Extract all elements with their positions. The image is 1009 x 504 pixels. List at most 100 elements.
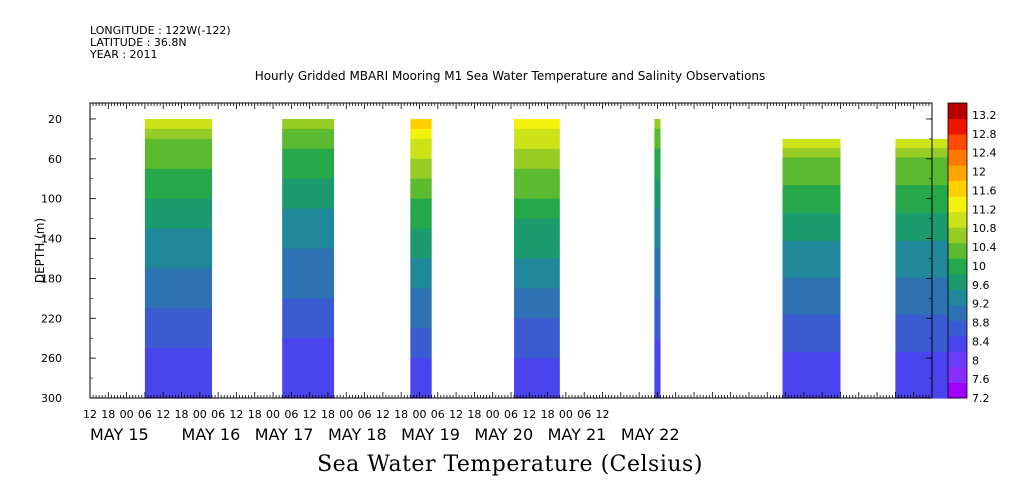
temperature-cell: [782, 157, 841, 168]
temperature-cell: [514, 348, 560, 359]
temperature-cell: [410, 188, 432, 200]
temperature-cell: [144, 178, 213, 190]
temperature-cell: [895, 305, 957, 316]
temperature-cell: [410, 238, 432, 250]
temperature-cell: [410, 258, 432, 270]
temperature-cell: [282, 368, 335, 379]
temperature-cell: [144, 268, 213, 280]
colorbar-swatch: [948, 258, 967, 275]
temperature-cell: [144, 338, 213, 349]
chart-title: Hourly Gridded MBARI Mooring M1 Sea Wate…: [254, 69, 766, 83]
colorbar-label: 8.4: [972, 335, 990, 348]
x-hour-tick-label: 00: [339, 408, 353, 421]
colorbar-label: 9.2: [972, 298, 990, 311]
colorbar-label: 12: [972, 166, 986, 179]
temperature-cell: [282, 158, 335, 170]
x-hour-tick-label: 06: [358, 408, 372, 421]
x-hour-tick-label: 12: [596, 408, 610, 421]
x-date-label: MAY 21: [548, 425, 607, 444]
temperature-cell: [895, 240, 957, 251]
temperature-cell: [654, 208, 661, 220]
colorbar-swatch: [948, 165, 967, 182]
y-tick-label: 140: [41, 233, 62, 246]
temperature-cell: [782, 231, 841, 242]
temperature-cell: [144, 238, 213, 250]
temperature-cell: [514, 378, 560, 389]
temperature-cell: [282, 118, 335, 130]
temperature-cell: [282, 248, 335, 260]
temperature-cell: [282, 338, 335, 349]
temperature-cell: [895, 323, 957, 334]
temperature-cell: [282, 278, 335, 289]
temperature-cell: [144, 258, 213, 270]
colorbar-swatch: [948, 304, 967, 321]
temperature-cell: [282, 348, 335, 359]
temperature-cell: [144, 118, 213, 130]
temperature-cell: [782, 268, 841, 279]
x-hour-tick-label: 18: [394, 408, 408, 421]
temperature-cell: [144, 288, 213, 299]
temperature-cell: [410, 228, 432, 240]
temperature-cell: [895, 185, 957, 196]
temperature-cell: [654, 358, 661, 369]
temperature-cell: [895, 175, 957, 186]
temperature-cell: [410, 138, 432, 150]
temperature-cell: [654, 268, 661, 280]
temperature-cell: [654, 318, 661, 329]
colorbar-swatch: [948, 289, 967, 306]
temperature-cell: [410, 278, 432, 289]
colorbar: 13.2 12.8 12.4 12 11.6 11.2 10.8 10.4 10 9.6 9.2 8.…: [947, 102, 997, 405]
temperature-cell: [410, 178, 432, 190]
temperature-cell: [654, 258, 661, 270]
temperature-cell: [144, 328, 213, 339]
temperature-cell: [654, 168, 661, 180]
temperature-cell: [144, 198, 213, 210]
temperature-cell: [654, 308, 661, 319]
y-tick-label: 300: [41, 392, 62, 405]
temperature-cell: [144, 158, 213, 170]
temperature-cell: [514, 198, 560, 210]
temperature-cell: [410, 328, 432, 339]
x-hour-tick-label: 06: [284, 408, 298, 421]
temperature-cell: [282, 218, 335, 230]
temperature-cell: [410, 358, 432, 369]
temperature-cell: [144, 248, 213, 260]
temperature-cell: [782, 286, 841, 297]
x-hour-tick-label: 00: [266, 408, 280, 421]
temperature-cell: [144, 228, 213, 240]
colorbar-swatch: [948, 382, 967, 399]
longitude-label: LONGITUDE : 122W(-122): [90, 24, 231, 37]
colorbar-label: 11.2: [972, 203, 997, 216]
temperature-cell: [654, 178, 661, 190]
temperature-cell: [282, 358, 335, 369]
temperature-cell: [782, 166, 841, 177]
plot-area: [90, 103, 957, 399]
temperature-cell: [895, 370, 957, 381]
temperature-cell: [782, 249, 841, 260]
temperature-cell: [282, 138, 335, 150]
temperature-cell: [282, 238, 335, 250]
colorbar-swatch: [948, 149, 967, 166]
temperature-cell: [654, 148, 661, 160]
temperature-cell: [144, 148, 213, 160]
temperature-cell: [514, 208, 560, 220]
colorbar-label: 10.4: [972, 241, 997, 254]
temperature-cell: [514, 248, 560, 260]
x-date-label: MAY 19: [401, 425, 460, 444]
y-tick-label: 60: [48, 153, 62, 166]
temperature-cell: [282, 148, 335, 160]
temperature-cell: [895, 333, 957, 344]
x-hour-tick-label: 06: [577, 408, 591, 421]
temperature-cell: [410, 218, 432, 230]
temperature-cell: [282, 288, 335, 299]
temperature-cell: [895, 259, 957, 270]
x-date-label: MAY 18: [328, 425, 387, 444]
temperature-cell: [282, 168, 335, 180]
temperature-cell: [514, 298, 560, 309]
temperature-cell: [654, 188, 661, 200]
temperature-cell: [654, 198, 661, 210]
data-block: [144, 118, 213, 399]
x-hour-tick-label: 12: [522, 408, 536, 421]
x-hour-tick-label: 00: [486, 408, 500, 421]
x-date-label: MAY 20: [474, 425, 533, 444]
